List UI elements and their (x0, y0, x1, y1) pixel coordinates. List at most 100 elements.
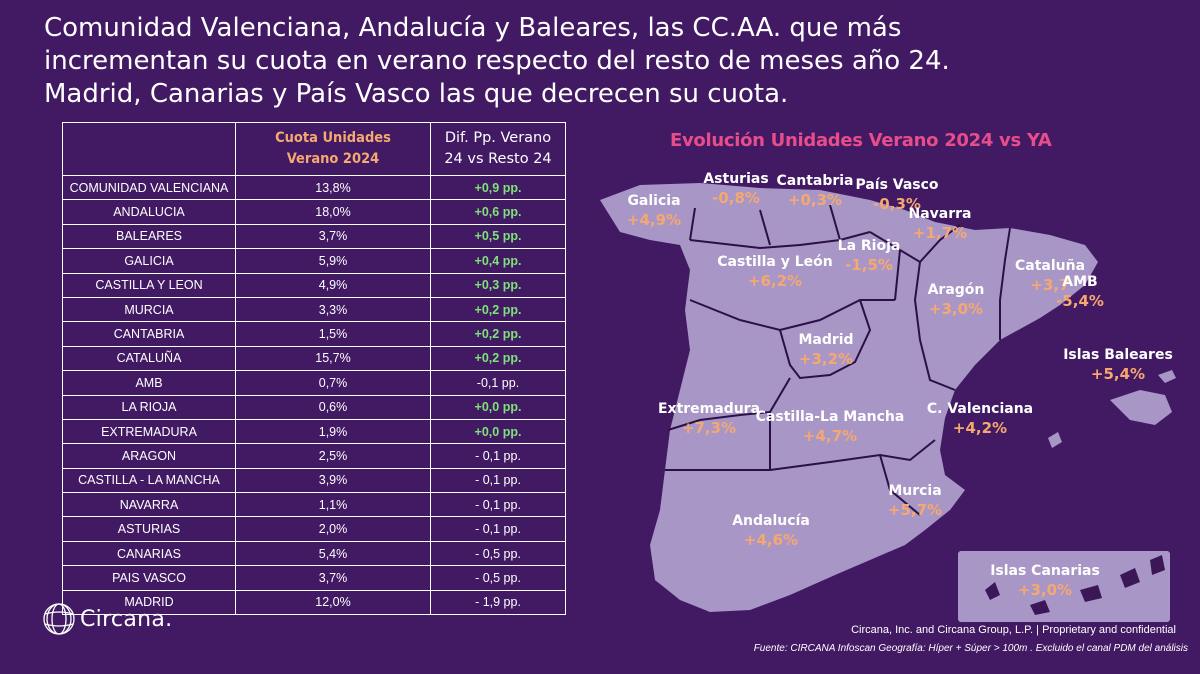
map-label-value: +3,7 (1030, 276, 1070, 294)
cell-region: MADRID (62, 589, 236, 616)
map-label-value: +7,3% (681, 419, 737, 437)
map-label-value: +3,2% (798, 350, 854, 368)
map-label-region: Castilla-La Mancha (755, 409, 905, 425)
headline: Comunidad Valenciana, Andalucía y Balear… (44, 12, 1164, 111)
cell-cuota: 1,5% (235, 321, 431, 347)
cell-dif: - 0,5 pp. (430, 565, 566, 591)
map-label: Castilla-La Mancha +4,7% (756, 408, 905, 446)
map-label-region: Islas Canarias (990, 563, 1100, 579)
table-row: BALEARES 3,7% +0,5 pp. (62, 223, 566, 250)
map-label: La Rioja -1,5% (838, 237, 901, 275)
table-row: CASTILLA - LA MANCHA 3,9% - 0,1 pp. (62, 467, 566, 494)
table-row: MADRID 12,0% - 1,9 pp. (62, 589, 566, 616)
menorca-shape (1158, 370, 1176, 383)
cell-cuota: 0,7% (235, 370, 431, 396)
map-label-region: Cataluña (1014, 258, 1086, 274)
map-label-value: +4,9% (626, 211, 682, 229)
table-row: COMUNIDAD VALENCIANA 13,8% +0,9 pp. (62, 174, 566, 201)
footer-source: Fuente: CIRCANA Infoscan Geografía: Hípe… (753, 643, 1188, 654)
cell-region: CANTABRIA (62, 321, 236, 347)
map-label-region: Extremadura (657, 401, 761, 417)
cell-dif: +0,5 pp. (430, 223, 566, 250)
map-label-value: +3,0% (928, 300, 984, 318)
quota-table: Cuota Unidades Verano 2024 Dif. Pp. Vera… (62, 122, 566, 616)
map-label-region: Cantabria (776, 173, 854, 189)
circana-logo: Circana. (42, 602, 172, 636)
table-row: EXTREMADURA 1,9% +0,0 pp. (62, 418, 566, 445)
map-label-value: -5,4% (1056, 292, 1104, 310)
table-row: LA RIOJA 0,6% +0,0 pp. (62, 394, 566, 420)
map-label-region: Navarra (908, 206, 972, 222)
cell-dif: - 0,1 pp. (430, 467, 566, 494)
map-label-region: Islas Baleares (1063, 347, 1173, 363)
map-label-value: +5,7% (887, 501, 943, 519)
cell-region: ARAGON (62, 443, 236, 469)
cell-cuota: 12,0% (235, 589, 431, 616)
map-title: Evolución Unidades Verano 2024 vs YA (670, 130, 1052, 151)
header-dif-line-2: 24 vs Resto 24 (444, 151, 552, 167)
map-label: C. Valenciana +4,2% (927, 400, 1033, 438)
table-body: COMUNIDAD VALENCIANA 13,8% +0,9 pp. ANDALUC… (62, 174, 566, 616)
footer-legal: Circana, Inc. and Circana Group, L.P. | … (851, 624, 1176, 636)
map-label-value: -0,8% (712, 189, 760, 207)
map-label-value: +3,0% (1017, 581, 1073, 599)
map-label-region: C. Valenciana (926, 401, 1034, 417)
cell-region: AMB (62, 370, 236, 396)
table-row: GALICIA 5,9% +0,4 pp. (62, 248, 566, 274)
cell-dif: +0,0 pp. (430, 418, 566, 445)
header-cuota-line-1: Cuota Unidades (275, 130, 391, 146)
header-cuota-line-2: Verano 2024 (286, 151, 380, 167)
cell-region: CASTILLA Y LEON (62, 272, 236, 298)
cell-dif: -0,1 pp. (430, 370, 566, 396)
map-label: Castilla y León +6,2% (717, 253, 832, 291)
table-row: PAIS VASCO 3,7% - 0,5 pp. (62, 565, 566, 591)
headline-line-1: Comunidad Valenciana, Andalucía y Balear… (44, 13, 902, 43)
table-row: ANDALUCIA 18,0% +0,6 pp. (62, 199, 566, 225)
map-label-region: Castilla y León (717, 254, 833, 270)
cell-dif: - 0,1 pp. (430, 492, 566, 518)
map-label-region: AMB (1062, 274, 1098, 290)
cell-cuota: 13,8% (235, 174, 431, 201)
mainland-spain-shape (600, 183, 1098, 612)
map-label-region: Aragón (927, 282, 985, 298)
region-borders (665, 204, 1011, 516)
cell-dif: +0,2 pp. (430, 345, 566, 372)
map-label-region: Andalucía (732, 513, 810, 529)
map-label-value: +1,7% (912, 224, 968, 242)
cell-region: CATALUÑA (62, 345, 236, 372)
table-row: CASTILLA Y LEON 4,9% +0,3 pp. (62, 272, 566, 298)
mallorca-shape (1110, 390, 1172, 425)
map-label: País Vasco -0,3% (855, 176, 938, 214)
map-label: Cataluña +3,7 (1015, 257, 1085, 295)
cell-cuota: 2,5% (235, 443, 431, 469)
table-row: MURCIA 3,3% +0,2 pp. (62, 296, 566, 323)
cell-cuota: 4,9% (235, 272, 431, 298)
ibiza-shape (1048, 432, 1062, 448)
map-label-region: La Rioja (837, 238, 901, 254)
map-label: Galicia +4,9% (627, 192, 681, 230)
canarias-islands (985, 555, 1165, 615)
table-row: NAVARRA 1,1% - 0,1 pp. (62, 492, 566, 518)
cell-region: NAVARRA (62, 492, 236, 518)
cell-region: GALICIA (62, 248, 236, 274)
map-label: AMB -5,4% (1056, 273, 1104, 311)
cell-cuota: 3,3% (235, 296, 431, 323)
canarias-inset-box (958, 551, 1170, 622)
map-label-region: Murcia (888, 483, 942, 499)
header-region (62, 122, 236, 176)
cell-dif: - 0,1 pp. (430, 516, 566, 542)
table-row: CANTABRIA 1,5% +0,2 pp. (62, 321, 566, 347)
cell-dif: - 1,9 pp. (430, 589, 566, 616)
map-label: Murcia +5,7% (888, 482, 942, 520)
map-label: Navarra +1,7% (909, 205, 972, 243)
map-label: Extremadura +7,3% (658, 400, 760, 438)
logo-wordmark: Circana. (80, 606, 173, 632)
table-row: ARAGON 2,5% - 0,1 pp. (62, 443, 566, 469)
cell-dif: - 0,1 pp. (430, 443, 566, 469)
map-label: Aragón +3,0% (928, 281, 985, 319)
cell-region: EXTREMADURA (62, 418, 236, 445)
map-label: Islas Baleares +5,4% (1063, 346, 1173, 384)
cell-cuota: 0,6% (235, 394, 431, 420)
cell-region: LA RIOJA (62, 394, 236, 420)
